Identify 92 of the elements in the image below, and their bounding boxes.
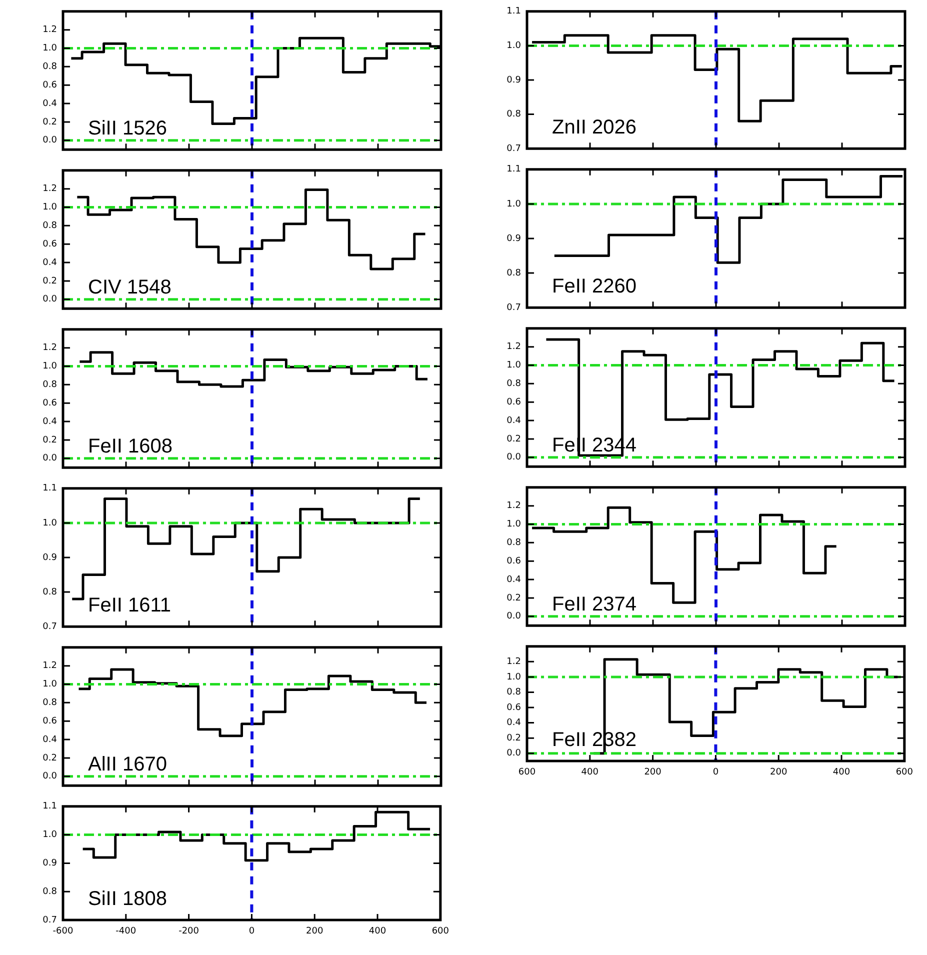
y-tick-label: 0.6 <box>42 398 58 408</box>
annotation: SiII 1526 <box>88 118 167 140</box>
y-tick-label: 1.0 <box>42 202 58 213</box>
y-tick-label: 1.0 <box>506 360 522 371</box>
y-tick-label: 0.4 <box>42 258 58 268</box>
x-tick-label: 400 <box>368 926 386 937</box>
annotation: FeII 1611 <box>88 594 172 617</box>
y-tick-label: 0.2 <box>506 593 521 604</box>
y-tick-label: 1.1 <box>42 484 57 494</box>
y-tick-label: 0.7 <box>506 144 521 154</box>
y-tick-label: 1.0 <box>42 362 58 372</box>
x-tick-label: -400 <box>116 926 136 937</box>
y-tick-label: 0.7 <box>42 915 57 926</box>
y-tick-label: 1.0 <box>42 44 58 54</box>
x-tick-label: 200 <box>306 926 324 937</box>
y-tick-label: 1.0 <box>42 518 58 528</box>
x-tick-label: 600 <box>518 768 536 778</box>
x-tick-label: 200 <box>644 768 662 778</box>
x-tick-label: -200 <box>178 926 200 937</box>
x-tick-label: 600 <box>896 768 914 778</box>
y-tick-label: 0.8 <box>506 379 522 390</box>
y-tick-label: 0.8 <box>42 380 58 390</box>
annotation: AlII 1670 <box>88 754 167 776</box>
y-tick-label: 1.1 <box>42 802 57 812</box>
x-tick-label: -600 <box>52 926 74 937</box>
y-tick-label: 1.2 <box>42 184 57 194</box>
y-tick-label: 1.0 <box>42 830 58 840</box>
annotation: FeII 2260 <box>552 276 637 298</box>
y-tick-label: 1.0 <box>506 672 522 682</box>
y-tick-label: 0.8 <box>42 587 58 598</box>
y-tick-label: 1.1 <box>506 6 521 17</box>
y-tick-label: 0.8 <box>42 62 58 72</box>
annotation: ZnII 2026 <box>552 116 637 139</box>
annotation: CIV 1548 <box>88 276 172 299</box>
y-tick-label: 0.4 <box>42 734 58 745</box>
y-tick-label: 0.4 <box>506 416 522 426</box>
y-tick-label: 0.8 <box>506 688 522 698</box>
y-tick-label: 0.2 <box>42 117 57 128</box>
y-tick-label: 0.6 <box>42 80 58 90</box>
x-tick-label: 400 <box>581 768 599 778</box>
y-tick-label: 1.0 <box>42 680 58 690</box>
y-tick-label: 0.2 <box>42 753 57 764</box>
y-tick-label: 0.2 <box>506 434 521 444</box>
y-tick-label: 0.0 <box>42 294 58 305</box>
y-tick-label: 1.2 <box>42 25 57 36</box>
annotation: SiII 1808 <box>88 888 167 910</box>
y-tick-label: 1.2 <box>42 661 57 672</box>
y-tick-label: 0.6 <box>42 716 58 726</box>
x-tick-label: 600 <box>432 926 450 937</box>
y-tick-label: 0.9 <box>506 75 522 86</box>
y-tick-label: 1.2 <box>506 501 521 512</box>
y-tick-label: 1.2 <box>506 657 521 668</box>
y-tick-label: 0.8 <box>42 698 58 708</box>
y-tick-label: 0.2 <box>506 733 521 744</box>
y-tick-label: 0.6 <box>42 239 58 250</box>
y-tick-label: 0.0 <box>42 454 58 464</box>
y-tick-label: 0.9 <box>506 234 522 244</box>
y-tick-label: 1.0 <box>506 520 522 530</box>
y-tick-label: 0.6 <box>506 397 522 408</box>
y-tick-label: 0.2 <box>42 435 57 446</box>
y-tick-label: 0.4 <box>42 416 58 427</box>
y-tick-label: 0.4 <box>42 98 58 109</box>
y-tick-label: 1.2 <box>506 342 521 352</box>
y-tick-label: 0.8 <box>42 886 58 897</box>
y-tick-label: 1.0 <box>506 41 522 52</box>
x-tick-label: 200 <box>770 768 788 778</box>
y-tick-label: 0.9 <box>42 858 58 869</box>
y-tick-label: 0.7 <box>506 302 521 313</box>
y-tick-label: 1.1 <box>506 164 521 175</box>
y-tick-label: 0.2 <box>42 276 57 286</box>
y-tick-label: 0.6 <box>506 702 522 713</box>
y-tick-label: 0.8 <box>506 110 522 120</box>
y-tick-label: 0.8 <box>506 538 522 548</box>
annotation: FeII 2374 <box>552 594 637 616</box>
y-tick-label: 0.8 <box>506 268 522 278</box>
y-tick-label: 0.0 <box>42 136 58 146</box>
y-tick-label: 0.0 <box>42 772 58 782</box>
y-tick-label: 0.0 <box>506 612 522 622</box>
annotation: FeII 1608 <box>88 436 173 458</box>
y-tick-label: 0.4 <box>506 574 522 585</box>
y-tick-label: 0.8 <box>42 221 58 232</box>
y-tick-label: 0.0 <box>506 748 522 759</box>
y-tick-label: 1.2 <box>42 343 57 354</box>
x-tick-label: 0 <box>712 768 719 778</box>
y-tick-label: 0.6 <box>506 556 522 566</box>
y-tick-label: 0.9 <box>42 552 58 563</box>
y-tick-label: 0.0 <box>506 452 522 463</box>
y-tick-label: 0.4 <box>506 718 522 728</box>
y-tick-label: 1.0 <box>506 199 522 210</box>
x-tick-label: 400 <box>832 768 850 778</box>
y-tick-label: 0.7 <box>42 622 57 632</box>
x-tick-label: 0 <box>248 926 255 937</box>
